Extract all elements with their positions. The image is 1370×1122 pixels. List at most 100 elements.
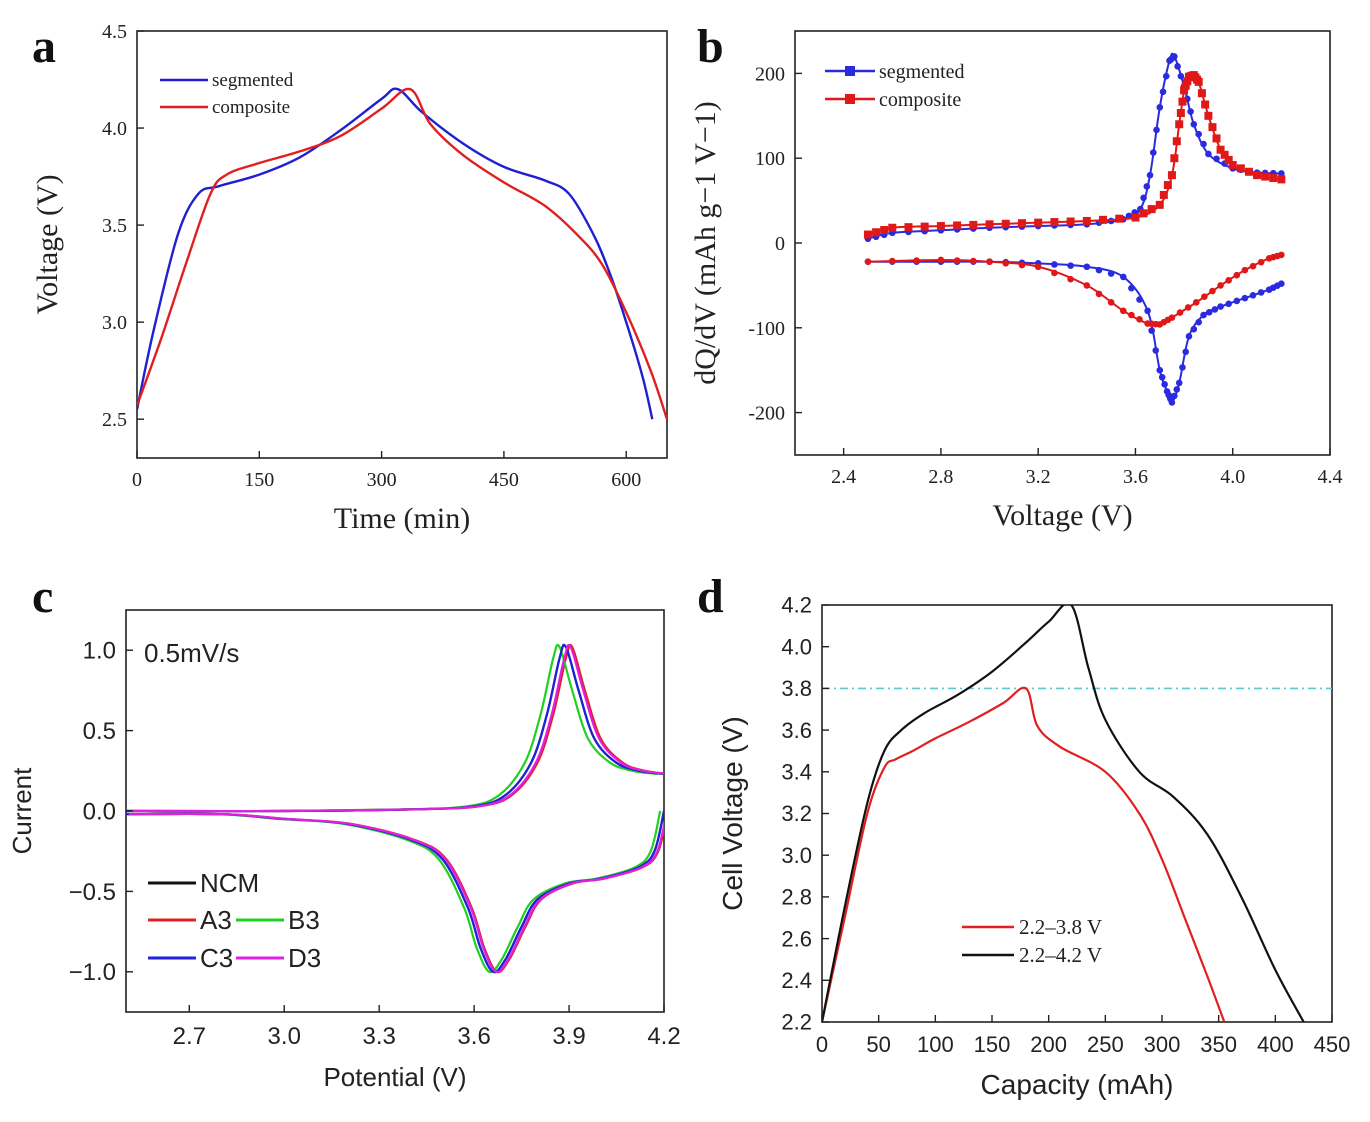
x-tick-label: 450 <box>489 469 519 491</box>
data-point-segmented <box>1205 150 1212 158</box>
data-point-segmented <box>1187 108 1194 115</box>
y-tick-label: -200 <box>748 403 785 425</box>
plot-area <box>137 87 667 420</box>
data-point-composite-discharge <box>913 257 920 264</box>
x-tick-label: 400 <box>1257 1032 1294 1057</box>
y-tick-label: 3.8 <box>781 676 812 701</box>
data-point-composite-discharge <box>888 257 896 265</box>
legend-label-2.2–4.2 V: 2.2–4.2 V <box>1019 943 1102 967</box>
panel-letter-a: a <box>32 20 56 73</box>
data-point-segmented-discharge <box>1200 311 1207 319</box>
data-point-segmented-discharge <box>1173 386 1181 393</box>
x-tick-label: 600 <box>611 469 641 491</box>
plot-area <box>863 52 1286 406</box>
data-point-composite <box>1181 81 1190 90</box>
data-point-segmented <box>1171 53 1178 60</box>
panel-c: c 2.7 3.0 3.3 3.6 3.9 4.2 −1.0 −0.5 0.0 0.5 1.0 Pote… <box>7 570 681 1092</box>
data-point-composite-discharge <box>1184 304 1192 311</box>
data-point-composite <box>1208 123 1217 132</box>
legend-label-B3: B3 <box>288 905 320 935</box>
data-point-composite <box>888 223 897 232</box>
data-point-composite <box>1034 218 1043 227</box>
data-point-composite-discharge <box>1136 316 1143 323</box>
data-point-segmented <box>1156 104 1164 111</box>
data-point-composite <box>1163 181 1172 190</box>
data-point-composite <box>904 223 913 232</box>
x-tick-label: 3.2 <box>1026 466 1051 488</box>
data-point-segmented <box>1190 120 1198 128</box>
data-point-composite <box>1176 108 1185 117</box>
data-point-segmented <box>1195 130 1202 138</box>
plot-frame <box>794 30 1331 456</box>
series-line-composite <box>137 87 667 420</box>
data-point-segmented-discharge <box>1107 270 1115 277</box>
y-tick-label: -100 <box>748 318 785 340</box>
y-tick-label: 0.0 <box>83 798 116 825</box>
y-tick-label: 3.6 <box>781 718 812 743</box>
x-tick-label: 3.6 <box>1123 466 1148 488</box>
y-tick-label: 0 <box>775 233 785 255</box>
legend-label-D3: D3 <box>288 943 321 973</box>
data-point-segmented-discharge <box>1233 297 1241 305</box>
series-line-2.2–4.2 V <box>822 605 1305 1022</box>
data-point-segmented-discharge <box>1067 262 1074 269</box>
data-point-composite <box>1175 120 1184 129</box>
data-point-composite-discharge <box>970 257 977 265</box>
x-tick-label: 4.0 <box>1220 466 1245 488</box>
data-point-composite-discharge <box>1209 287 1216 295</box>
data-point-composite <box>1269 173 1278 182</box>
x-axis-label: Voltage (V) <box>992 499 1132 532</box>
data-point-composite-discharge <box>953 257 961 264</box>
legend-label-C3: C3 <box>200 943 233 973</box>
data-point-composite <box>1082 216 1091 225</box>
data-point-composite-discharge <box>1128 311 1135 319</box>
x-tick-label: 150 <box>974 1032 1011 1057</box>
data-point-composite <box>1115 214 1124 223</box>
data-point-composite-discharge <box>1095 290 1103 298</box>
y-tick-label: 4.0 <box>102 118 127 140</box>
data-point-segmented-discharge <box>1136 296 1143 303</box>
data-point-composite-discharge <box>1176 309 1184 316</box>
y-axis-label: Current <box>7 767 37 854</box>
data-point-composite <box>1139 209 1148 218</box>
data-point-composite-discharge <box>1067 275 1074 283</box>
data-point-composite <box>1204 111 1213 120</box>
data-point-composite <box>1099 215 1108 224</box>
data-point-segmented-discharge <box>1182 348 1190 356</box>
data-point-segmented-discharge <box>1051 261 1058 268</box>
data-point-composite-discharge <box>1278 251 1285 259</box>
data-point-segmented <box>1146 171 1154 179</box>
y-axis-label: Cell Voltage (V) <box>717 716 748 911</box>
data-point-composite <box>1228 160 1237 169</box>
x-tick-label: 100 <box>917 1032 954 1057</box>
scan-rate-annotation: 0.5mV/s <box>144 638 239 668</box>
data-point-segmented-discharge <box>1161 381 1168 388</box>
x-tick-label: 0 <box>132 469 142 491</box>
data-point-segmented <box>1177 72 1185 80</box>
data-point-segmented-discharge <box>1179 364 1186 371</box>
x-tick-label: 3.0 <box>268 1023 301 1050</box>
panel-d: d 0 50 100 150 200 250 300 350 400 450 2.2 2.4 2.6 2.8… <box>697 570 1350 1100</box>
y-tick-label: 4.0 <box>781 634 812 659</box>
data-point-segmented-discharge <box>1119 273 1127 281</box>
x-tick-label: 2.7 <box>173 1023 206 1050</box>
data-point-composite <box>1159 190 1168 199</box>
data-point-composite-discharge <box>1034 263 1042 271</box>
data-point-composite <box>1172 137 1181 146</box>
panel-b: b 2.4 2.8 3.2 3.6 4.0 4.4 -200 -100 0 100 200 Voltag… <box>689 20 1343 532</box>
y-tick-label: 3.0 <box>781 843 812 868</box>
y-tick-label: 2.6 <box>781 926 812 951</box>
data-point-composite <box>936 222 945 231</box>
data-point-segmented <box>1174 63 1181 70</box>
data-point-composite-discharge <box>1249 262 1257 270</box>
data-point-composite <box>1167 171 1176 180</box>
legend-label-2.2–3.8 V: 2.2–3.8 V <box>1019 915 1102 939</box>
data-point-segmented-discharge <box>1217 303 1224 310</box>
data-point-segmented <box>1162 72 1170 80</box>
panel-letter-d: d <box>697 570 724 623</box>
x-tick-label: 0 <box>816 1032 828 1057</box>
data-point-segmented-discharge <box>1171 392 1178 400</box>
data-point-segmented-discharge <box>1249 291 1257 299</box>
data-point-composite <box>1155 200 1164 209</box>
